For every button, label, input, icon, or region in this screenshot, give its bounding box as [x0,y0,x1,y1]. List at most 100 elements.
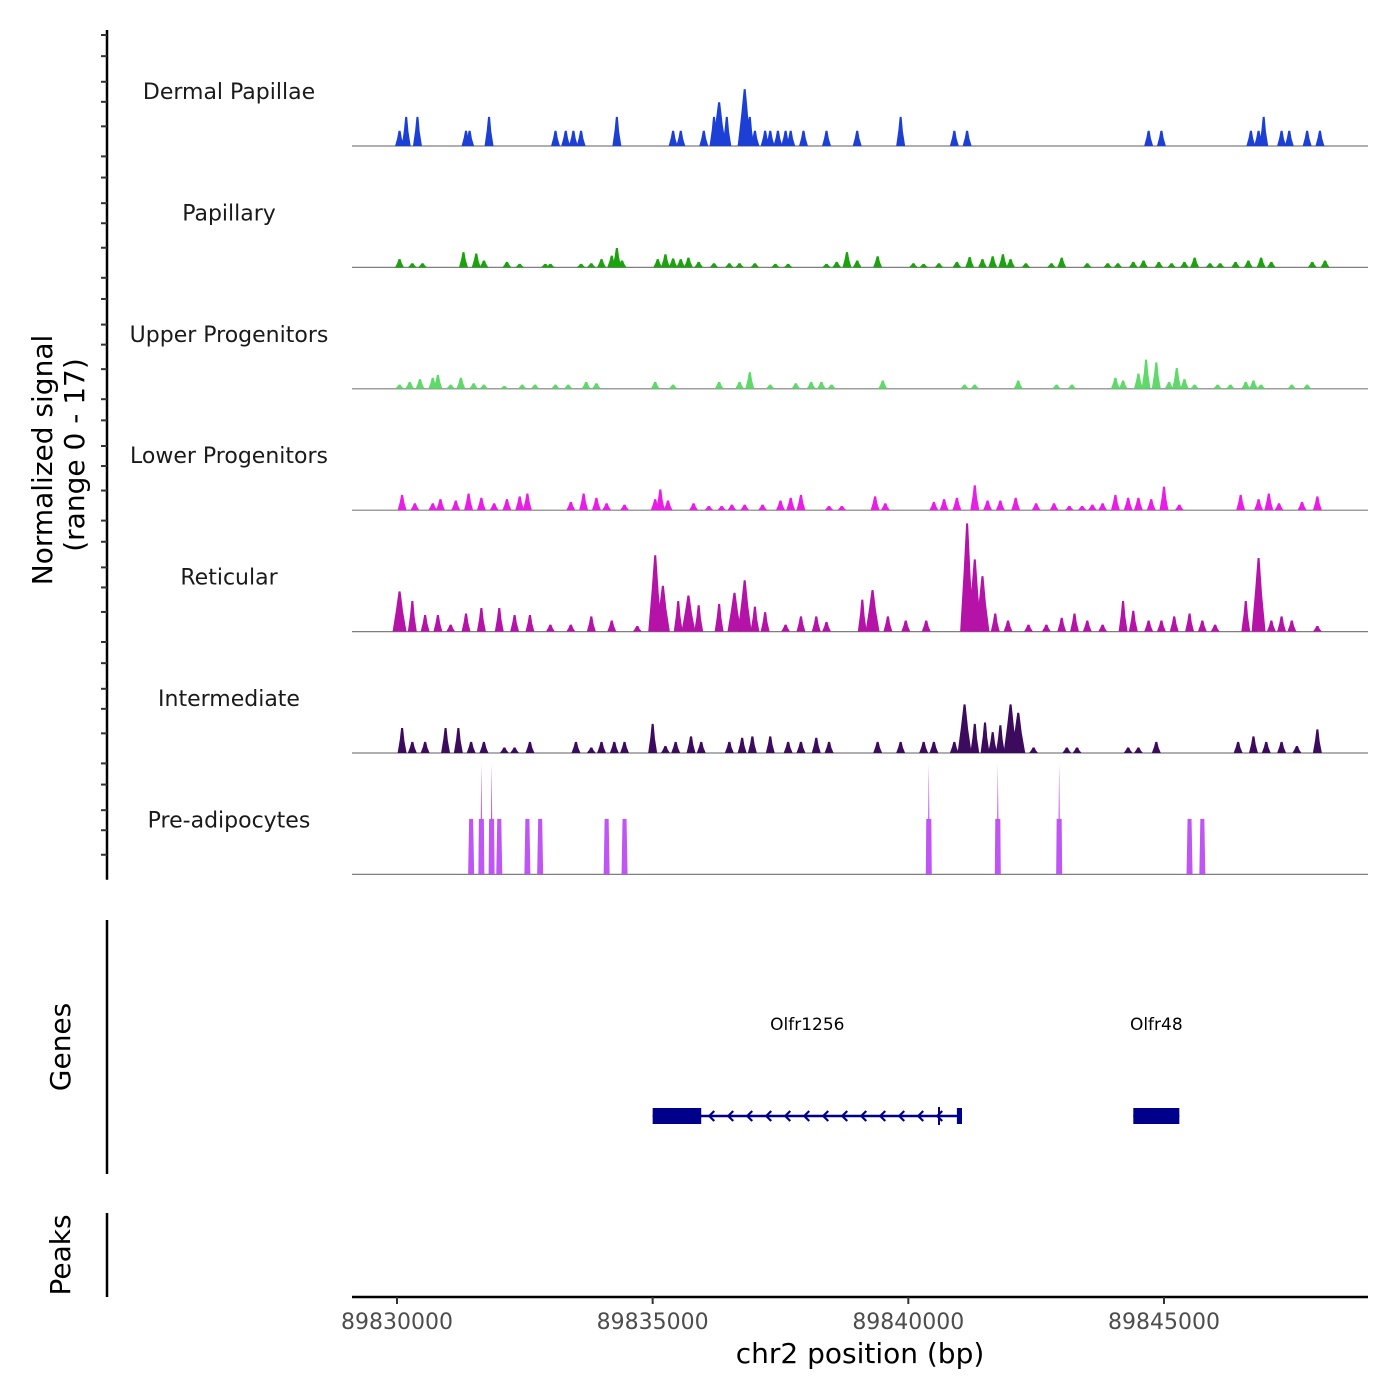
signal-y-axis-title: Normalized signal (range 0 - 17) [26,335,91,586]
signal-peak [407,741,417,753]
signal-peak [671,741,681,753]
signal-peak [1254,499,1264,511]
signal-peak [745,116,755,146]
signal-peak [949,130,959,146]
signal-peak [418,263,428,268]
signal-peak [537,818,544,875]
signal-peak [466,741,476,753]
signal-peak [465,130,475,146]
signal-peak [694,605,704,632]
signal-peak [1029,747,1039,753]
signal-peak [919,263,929,268]
signal-peak [1302,384,1312,389]
signal-peak [980,722,990,753]
signal-peak [401,116,411,146]
signal-peak [446,624,456,632]
signal-peak [1139,260,1149,268]
signal-peak [621,818,628,875]
signal-peak [517,384,527,389]
signal-peak [717,506,727,511]
signal-peak [648,723,658,753]
signal-peak [925,763,932,875]
signal-peak [650,381,660,389]
signal-peak [878,380,888,389]
track-label: Intermediate [158,687,300,712]
track-label: Dermal Papillae [143,80,315,105]
signal-peak [676,259,686,268]
signal-peak [479,741,489,753]
signal-peak [1179,379,1189,389]
signal-peak [806,381,816,389]
strand-arrow-icon [764,1110,773,1122]
signal-peak [765,736,775,753]
signal-peak [686,736,696,753]
signal-peak [880,503,890,511]
signal-peak [397,494,407,511]
signal-peak [1274,503,1284,511]
signal-peak [832,261,842,268]
signal-peak [699,130,709,146]
signal-peak [620,741,630,753]
signal-peak [1320,260,1330,268]
signal-peak [496,818,503,875]
signal-peak [668,130,678,146]
signal-peak [1057,257,1067,268]
signal-peak [479,384,489,389]
signal-peak [775,500,785,511]
signal-peak [1021,263,1031,268]
signal-peak [499,386,509,389]
signal-peak [441,728,451,753]
signal-peak [735,263,745,268]
signal-peak [660,746,670,753]
signal-peak [1118,380,1128,389]
peaks-panel: Peaks [44,1213,109,1297]
track-label: Papillary [182,201,276,226]
signal-peak [1231,261,1241,268]
signal-peak [824,741,834,753]
signal-peak [1128,610,1138,632]
signal-peak [530,384,540,389]
signal-peak [412,116,422,146]
signal-peak [1144,130,1154,146]
signal-peak [579,493,589,511]
signal-peak [1251,558,1266,632]
signal-peak [1128,261,1138,268]
signal-peak [965,256,975,268]
signal-peak [1041,624,1051,632]
x-tick-label: 89840000 [852,1310,964,1335]
strand-arrow-icon [897,1110,906,1122]
y-axis-title-line-1: Normalized signal [26,335,59,586]
signal-peak [822,621,832,632]
signal-peak [446,384,456,389]
signal-peak [586,616,596,632]
signal-peak [1292,746,1302,753]
signal-peak [852,130,862,146]
signal-peak [1031,503,1041,511]
signal-peak [1248,736,1258,753]
signal-peak [433,614,443,632]
signal-peak [896,116,906,146]
signal-peak [1241,601,1251,632]
signal-peak [1098,624,1108,632]
signal-peak [714,603,724,632]
signal-peak [1011,712,1026,753]
signal-peak [461,613,471,632]
signal-peak [1098,503,1108,511]
signal-peak [525,741,535,753]
signal-peak [1169,616,1179,632]
signal-peak [873,256,883,268]
signal-peak [1110,494,1120,511]
signal-peak [476,608,486,632]
gene-olfr1256: Olfr1256 [652,1015,963,1125]
track-label: Upper Progenitors [130,323,329,348]
signal-peak [1266,620,1276,632]
signal-peak [791,383,801,389]
signal-peak [1070,613,1080,632]
signal-peak [712,102,727,146]
signal-peak [1064,506,1074,511]
signal-peak [456,377,466,389]
signal-peak [995,725,1005,753]
signal-peak [407,601,417,632]
signal-peak [1110,377,1120,389]
signal-peak [842,252,852,268]
